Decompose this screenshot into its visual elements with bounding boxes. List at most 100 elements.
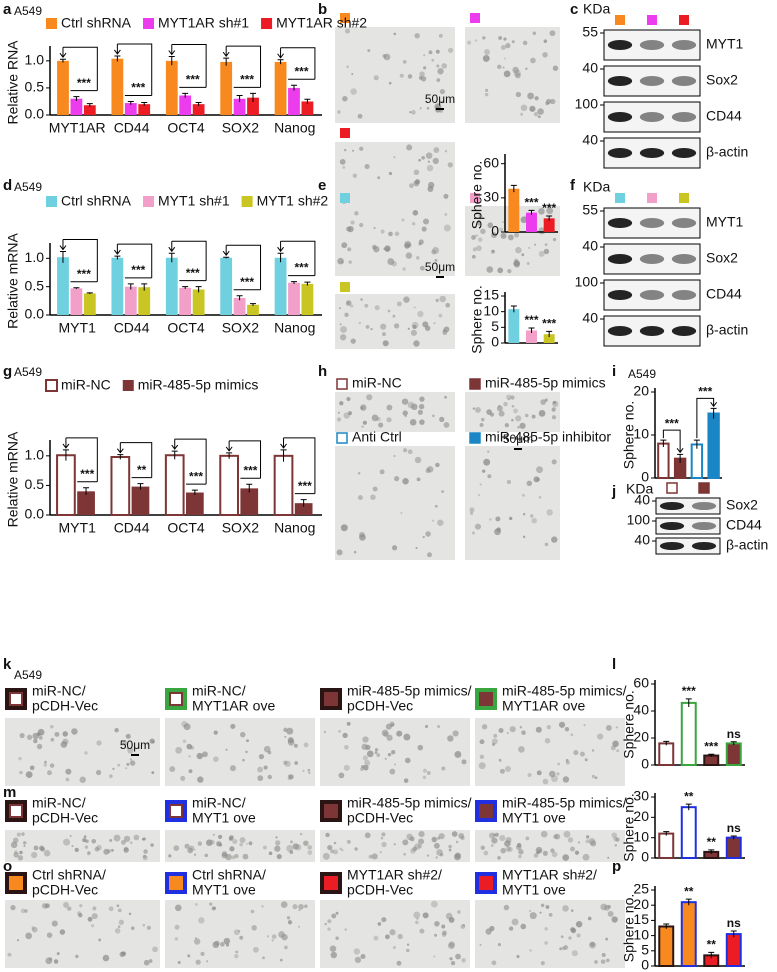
sphere-speck — [418, 239, 424, 245]
error-bar — [223, 256, 230, 259]
sphere-speck — [448, 848, 452, 851]
sphere-speck — [401, 398, 409, 405]
sphere-speck — [382, 340, 389, 347]
group-label: MYT1 ove — [192, 882, 256, 898]
y-tick-label: 0.5 — [25, 79, 45, 95]
sphere-speck — [542, 52, 548, 58]
sphere-speck — [36, 743, 43, 750]
sphere-speck — [91, 913, 98, 920]
sphere-speck — [402, 839, 409, 846]
legend-label: MYT1 sh#1 — [158, 193, 230, 209]
legend-swatch — [143, 18, 155, 29]
band — [607, 40, 633, 50]
scale-label: 50μm — [120, 738, 150, 752]
sphere-speck — [223, 937, 231, 945]
sphere-speck — [343, 764, 350, 771]
sphere-speck — [333, 841, 337, 845]
sphere-speck — [497, 267, 504, 274]
significance: *** — [682, 684, 696, 698]
micrograph — [475, 900, 625, 968]
sphere-speck — [477, 493, 481, 497]
sphere-speck — [515, 415, 522, 422]
sphere-speck — [411, 403, 418, 411]
sphere-speck — [381, 729, 389, 737]
sphere-speck — [534, 243, 537, 246]
sphere-speck — [287, 737, 294, 744]
sphere-speck — [527, 92, 535, 100]
legend-label: MYT1AR sh#1 — [158, 15, 249, 31]
group-swatch-inner — [324, 876, 338, 890]
sphere-speck — [509, 516, 513, 521]
sphere-speck — [245, 842, 248, 845]
sphere-speck — [63, 902, 69, 908]
band-label: Sox2 — [706, 250, 738, 266]
sphere-speck — [557, 762, 561, 766]
bar — [301, 283, 314, 315]
bar — [165, 257, 178, 315]
sphere-speck — [495, 516, 501, 522]
group-swatch-inner — [9, 876, 23, 890]
sphere-speck — [384, 245, 391, 252]
sphere-speck — [378, 422, 384, 428]
sphere-speck — [469, 511, 474, 515]
sphere-speck — [79, 904, 83, 908]
sphere-speck — [235, 950, 239, 954]
legend-swatch — [241, 196, 253, 207]
sphere-speck — [454, 853, 461, 861]
sphere-speck — [469, 507, 475, 513]
sphere-speck — [286, 916, 291, 920]
sphere-speck — [461, 759, 467, 765]
sphere-speck — [513, 260, 520, 267]
error-bar — [663, 740, 670, 746]
y-tick-label: 20 — [633, 896, 649, 912]
sphere-speck — [337, 110, 341, 114]
sphere-speck — [346, 839, 351, 844]
sphere-speck — [419, 419, 425, 425]
sphere-speck — [416, 477, 421, 482]
sphere-speck — [234, 853, 239, 859]
sphere-speck — [511, 404, 515, 408]
sphere-speck — [358, 321, 362, 325]
sphere-speck — [478, 214, 481, 217]
sphere-speck — [533, 112, 539, 117]
sphere-speck — [297, 925, 301, 928]
sphere-speck — [116, 904, 120, 908]
sphere-speck — [479, 943, 482, 946]
lane-swatch — [615, 15, 625, 25]
sphere-speck — [193, 938, 201, 945]
sphere-speck — [75, 954, 79, 959]
sphere-speck — [491, 844, 494, 847]
bar — [56, 454, 76, 517]
bar — [725, 742, 742, 767]
sphere-speck — [143, 959, 150, 966]
sphere-speck — [283, 760, 288, 765]
group-label: miR-485-5p mimics/ — [502, 795, 627, 811]
sphere-speck — [498, 36, 502, 40]
sphere-speck — [441, 766, 446, 771]
significance: *** — [186, 73, 200, 87]
group-swatch-inner — [169, 804, 183, 818]
bar — [83, 293, 96, 315]
sphere-speck — [382, 332, 386, 337]
sphere-speck — [29, 765, 35, 771]
y-tick-label: 15 — [483, 287, 499, 303]
sphere-speck — [552, 400, 557, 405]
sphere-speck — [325, 832, 330, 838]
sphere-speck — [532, 31, 537, 36]
sphere-speck — [279, 958, 283, 962]
sphere-speck — [536, 466, 543, 474]
sphere-speck — [360, 298, 363, 301]
sphere-speck — [461, 958, 466, 963]
sphere-speck — [79, 776, 86, 783]
sphere-speck — [361, 743, 368, 750]
sphere-speck — [37, 728, 45, 736]
sphere-speck — [16, 832, 21, 837]
sphere-speck — [10, 841, 18, 849]
sphere-speck — [594, 776, 598, 780]
group-swatch — [470, 13, 480, 23]
marker-label: 55 — [582, 202, 598, 218]
sphere-speck — [102, 954, 110, 962]
significance: *** — [524, 313, 538, 327]
bar — [186, 492, 204, 515]
sphere-speck — [528, 246, 531, 249]
